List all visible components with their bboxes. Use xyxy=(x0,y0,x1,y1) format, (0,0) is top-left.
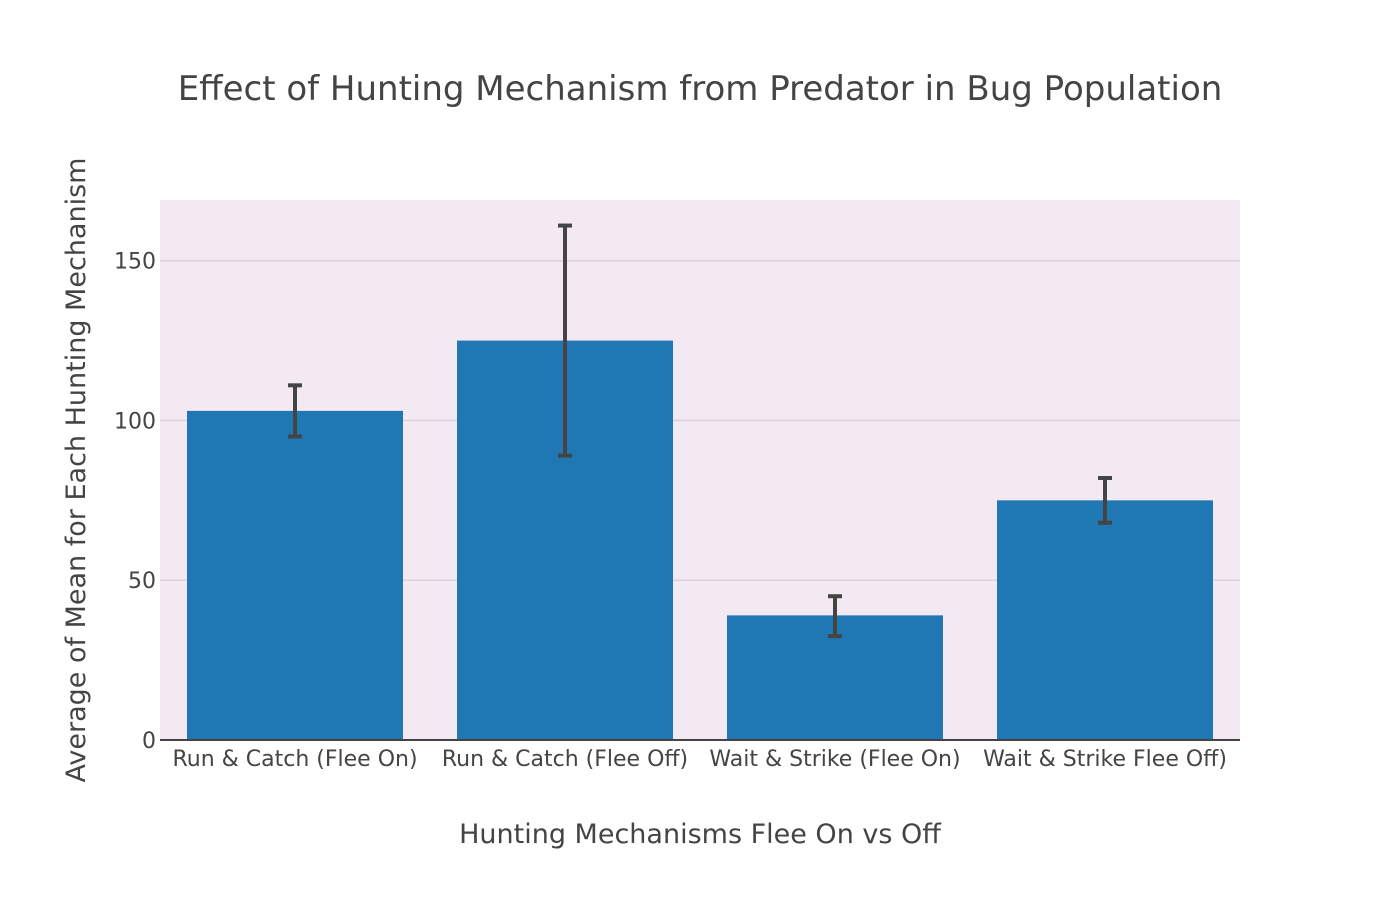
error-bars xyxy=(288,223,1112,639)
x-tick-labels: Run & Catch (Flee On) Run & Catch (Flee O… xyxy=(172,747,1226,772)
y-tick-label: 0 xyxy=(142,729,156,754)
x-axis-title: Hunting Mechanisms Flee On vs Off xyxy=(459,819,942,850)
error-bar xyxy=(1098,475,1112,525)
bar xyxy=(997,500,1213,740)
error-bar xyxy=(288,383,302,439)
x-tick-label: Wait & Strike Flee Off) xyxy=(983,747,1227,772)
error-bar xyxy=(558,223,572,458)
error-bar xyxy=(828,594,842,639)
y-tick-labels: 0 50 100 150 xyxy=(114,250,156,754)
y-tick-label: 100 xyxy=(114,409,156,434)
bar xyxy=(187,410,403,740)
chart-title: Effect of Hunting Mechanism from Predato… xyxy=(178,69,1223,109)
x-tick-label: Run & Catch (Flee Off) xyxy=(442,747,688,772)
x-tick-label: Run & Catch (Flee On) xyxy=(172,747,417,772)
y-axis-title: Average of Mean for Each Hunting Mechani… xyxy=(61,158,92,783)
y-tick-label: 150 xyxy=(114,250,156,275)
y-tick-label: 50 xyxy=(128,569,156,594)
x-tick-label: Wait & Strike (Flee On) xyxy=(709,747,960,772)
